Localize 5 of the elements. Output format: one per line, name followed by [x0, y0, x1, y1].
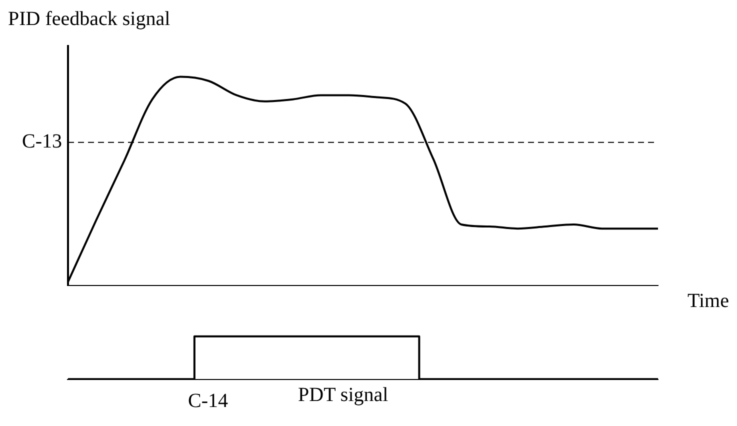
x-axis-title: Time	[687, 290, 729, 313]
ref-line-label: C-13	[22, 130, 62, 153]
text: C-14	[188, 390, 228, 413]
x-axis-title: PDT signal	[298, 384, 388, 407]
y-axis-title: PID feedback signal	[8, 8, 170, 31]
